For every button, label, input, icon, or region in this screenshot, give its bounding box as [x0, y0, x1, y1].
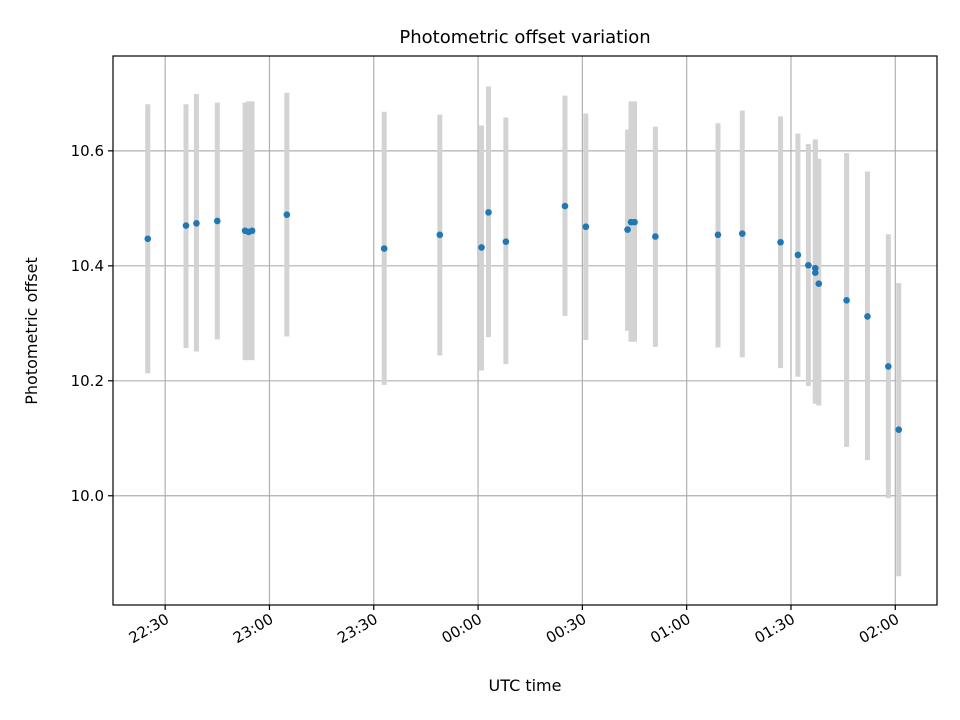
data-point: [864, 313, 871, 320]
data-point: [895, 426, 903, 433]
y-axis-ticks: 10.0 10.2 10.4 10.6: [71, 142, 113, 505]
data-point: [843, 297, 850, 304]
data-point: [144, 235, 152, 243]
data-point: [283, 211, 291, 218]
y-axis-label: Photometric offset: [22, 257, 41, 405]
data-point: [815, 280, 823, 287]
data-point: [436, 231, 444, 239]
data-point: [794, 251, 802, 259]
data-point: [652, 233, 659, 240]
y-tick-label: 10.0: [71, 487, 104, 505]
data-point: [561, 202, 569, 210]
data-point: [193, 219, 200, 227]
y-tick-label: 10.4: [71, 257, 104, 275]
plot-frame: [112, 55, 938, 606]
chart-title: Photometric offset variation: [399, 27, 650, 48]
y-tick-label: 10.2: [71, 372, 104, 390]
data-point: [777, 238, 784, 246]
x-axis-label: UTC time: [489, 676, 562, 695]
data-point: [631, 218, 638, 226]
grid: [113, 56, 937, 605]
data-point: [248, 227, 256, 235]
data-point: [478, 244, 485, 251]
y-tick-label: 10.6: [71, 142, 104, 160]
data-point: [182, 222, 190, 229]
data-point: [380, 245, 388, 252]
data-point: [805, 261, 812, 269]
data-point: [812, 269, 819, 277]
data-points: [144, 202, 903, 433]
data-point: [738, 230, 746, 237]
data-point: [485, 209, 492, 216]
data-point: [502, 238, 510, 245]
data-point: [582, 223, 590, 231]
data-point: [714, 231, 722, 239]
data-point: [812, 264, 819, 272]
data-point: [214, 217, 221, 225]
data-point: [624, 226, 631, 233]
data-point: [885, 363, 892, 370]
